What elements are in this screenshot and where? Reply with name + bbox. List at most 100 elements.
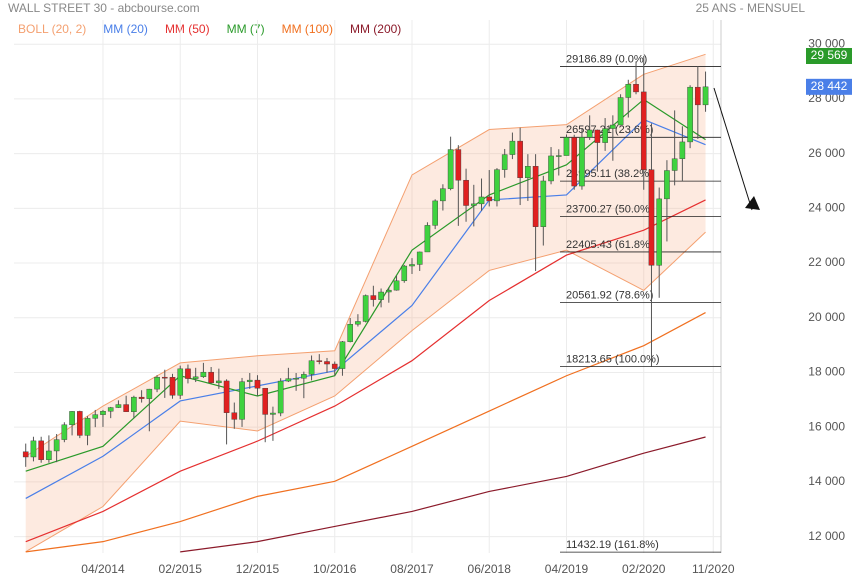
price-label: 28 442 [811,79,848,93]
candle-body [246,379,253,382]
candle-body [254,379,261,389]
moving-average [25,118,706,499]
candle-body [416,251,423,265]
candle-body [77,411,83,436]
candle-body [517,140,523,179]
candle-body [216,380,222,384]
candle-body [107,407,114,412]
fib-label: 26597.21 (23.6%) [566,124,653,136]
candle-body [69,411,75,426]
candle-body [625,83,632,98]
candle-body [146,388,153,399]
candle-body [301,374,307,379]
candle-body [277,380,284,414]
legend-entry: MM (20) [103,22,148,36]
x-tick-label: 11/2020 [692,562,735,576]
x-tick-label: 04/2019 [545,562,589,576]
candle-body [324,361,330,365]
x-tick-label: 06/2018 [468,562,512,576]
legend: BOLL (20, 2) MM (20) MM (50) MM (7) MM (100)… [18,22,401,36]
candle-body [486,196,493,202]
fib-label: 24995.11 (38.2%) [566,168,653,180]
candle-body [331,363,338,369]
fib-label: 20561.92 (78.6%) [566,289,653,301]
price-label-box [806,78,852,95]
candle-body [409,264,415,267]
candle-body [540,180,547,227]
price-label-box [806,47,852,64]
candle-body [548,155,554,182]
candle-body [440,188,446,202]
candle-body [702,86,709,106]
candle-body [208,371,214,384]
y-tick-label: 18 000 [808,365,845,379]
candle-body [270,412,276,415]
candle-body [579,137,585,187]
legend-entry: MM (100) [282,22,333,36]
candle-body [671,158,678,171]
candle-body [239,381,245,420]
y-tick-label: 26 000 [808,146,845,160]
candle-body [586,129,593,138]
candle-body [648,169,655,266]
candle-body [555,155,562,157]
legend-entry: MM (50) [165,22,210,36]
candle-body [378,291,384,300]
candle-body [61,424,68,440]
candle-body [463,179,469,206]
chart-subtitle: 25 ANS - MENSUEL [696,1,806,15]
candle-body [386,289,392,293]
candle-body [53,439,60,452]
moving-average [180,436,706,553]
candle-body [478,196,485,205]
chart-title: WALL STREET 30 - abcbourse.com [8,1,200,15]
candle-body [339,341,346,369]
moving-average [25,312,706,553]
candle-body [200,371,207,378]
candle-body [602,128,608,143]
candle-body [22,451,29,458]
candle-body [293,378,299,380]
candle-body [347,324,353,342]
y-tick-label: 30 000 [808,36,845,50]
candle-body [656,198,662,266]
candle-body [316,360,323,362]
candle-body [38,440,44,460]
candle-body [455,149,462,181]
legend-entry: BOLL (20, 2) [18,22,86,36]
fib-label: 22405.43 (61.8%) [566,239,653,251]
candle-body [494,169,500,202]
candle-body [525,166,531,179]
candle-body [401,265,408,282]
x-tick-label: 08/2017 [390,562,434,576]
candle-body [30,440,37,458]
candle-body [231,412,238,420]
candle-body [123,404,129,412]
candle-body [617,97,624,126]
arrow [713,87,753,211]
y-tick-label: 24 000 [808,201,845,215]
candle-body [185,368,191,379]
candle-body [640,91,647,170]
candle-body [679,141,686,159]
candle-body [695,86,701,106]
fib-label: 18213.65 (100.0%) [566,354,660,366]
candle-body [501,154,508,170]
candle-body [192,376,199,379]
candle-body [424,225,431,253]
candle-body [355,321,361,325]
candle-body [262,387,269,415]
y-tick-label: 20 000 [808,310,845,324]
candle-body [687,86,693,143]
fib-label: 11432.19 (161.8%) [566,539,659,551]
y-tick-label: 14 000 [808,474,845,488]
candle-body [470,203,477,206]
y-tick-label: 22 000 [808,255,845,269]
boll-lower [25,231,706,553]
candle-body [594,129,601,143]
candle-body [447,149,454,189]
candle-body [370,295,377,300]
legend-entry: MM (200) [350,22,401,36]
y-tick-label: 16 000 [808,419,845,433]
